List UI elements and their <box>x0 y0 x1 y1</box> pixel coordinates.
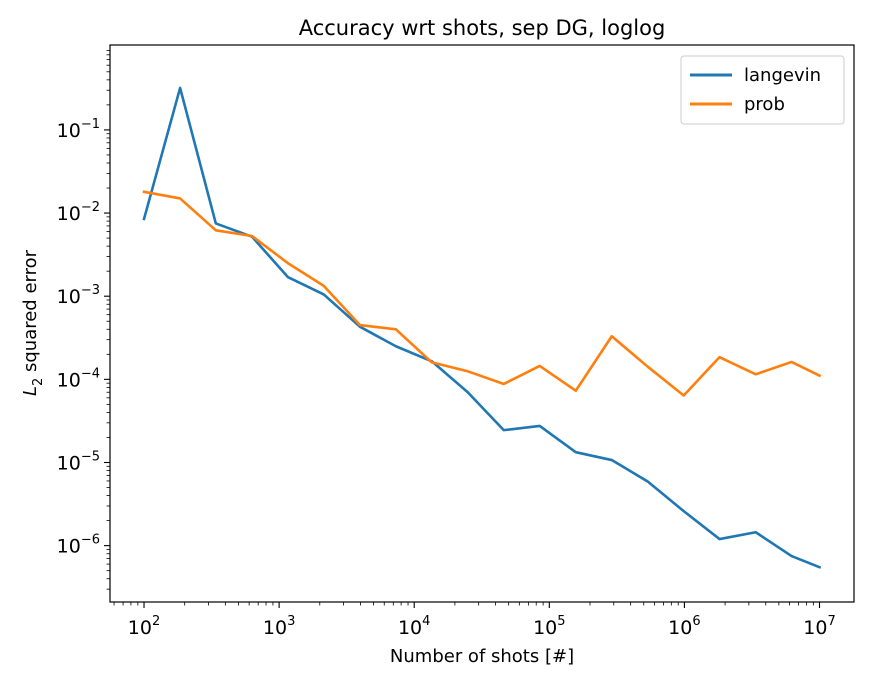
x-tick-label: 105 <box>533 614 565 639</box>
y-tick-label: 10−3 <box>57 283 100 308</box>
x-tick-label: 104 <box>398 614 430 639</box>
y-axis-label-sub: 2 <box>31 378 46 386</box>
legend-label-prob: prob <box>744 94 785 115</box>
x-tick-label: 102 <box>128 614 160 639</box>
y-axis-label-rest: squared error <box>20 249 41 377</box>
x-tick-label: 107 <box>803 614 835 639</box>
x-axis-label: Number of shots [#] <box>390 646 574 667</box>
axis-ticks: 102 103 104 105 106 107 10−1 10−2 10−3 10−4 10−5 10… <box>57 50 836 639</box>
y-axis-label-base: L <box>20 386 41 396</box>
y-axis-label: L2 squared error <box>20 249 46 396</box>
legend-box <box>680 55 845 125</box>
series-line-langevin <box>142 86 822 569</box>
y-tick-label: 10−4 <box>57 366 100 391</box>
y-tick-label: 10−6 <box>57 533 100 558</box>
x-tick-label: 103 <box>263 614 295 639</box>
chart-title: Accuracy wrt shots, sep DG, loglog <box>299 16 666 40</box>
y-tick-label: 10−2 <box>57 200 100 225</box>
y-tick-label: 10−5 <box>57 449 100 474</box>
plot-frame <box>109 44 855 603</box>
series-layer <box>142 86 822 569</box>
legend-label-langevin: langevin <box>744 65 821 86</box>
series-line-prob <box>142 190 822 397</box>
x-tick-label: 106 <box>668 614 700 639</box>
legend: langevin prob <box>680 55 845 125</box>
y-tick-label: 10−1 <box>57 117 100 142</box>
